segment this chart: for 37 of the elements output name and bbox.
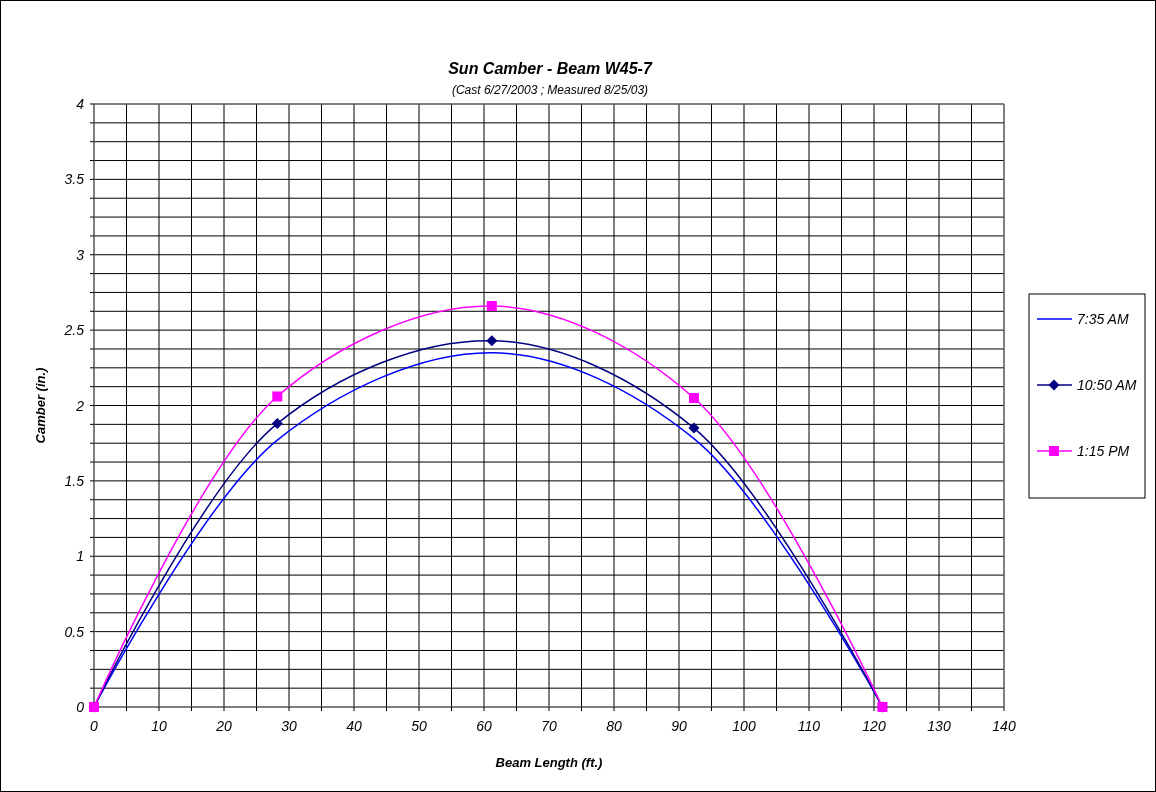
point: [271, 418, 283, 430]
point: [486, 335, 498, 347]
x-tick-label: 60: [476, 718, 492, 734]
x-tick-label: 100: [732, 718, 756, 734]
x-tick-label: 130: [927, 718, 951, 734]
point: [688, 422, 700, 434]
chart-subtitle: (Cast 6/27/2003 ; Measured 8/25/03): [451, 83, 649, 97]
y-tick-label: 4: [76, 96, 85, 112]
y-tick-label: 3: [76, 246, 85, 263]
x-tick-label: 40: [346, 718, 362, 734]
x-tick-label: 10: [151, 718, 167, 734]
y-tick-label: 2.5: [63, 322, 85, 339]
x-axis-title: Beam Length (ft.): [495, 755, 603, 770]
y-tick-label: 2: [75, 397, 85, 414]
y-axis-title: Camber (in.): [33, 367, 48, 444]
point: [272, 391, 283, 402]
x-tick-label: 20: [215, 718, 232, 734]
y-tick-label: 0.5: [64, 623, 85, 640]
x-tick-label: 70: [541, 718, 557, 734]
legend-label: 10:50 AM: [1077, 377, 1137, 393]
x-tick-label: 50: [411, 718, 427, 734]
chart-title: Sun Camber - Beam W45-7: [448, 60, 653, 77]
x-tick-label: 0: [90, 718, 99, 734]
x-tick-label: 140: [992, 718, 1016, 734]
legend-label: 7:35 AM: [1077, 311, 1129, 327]
x-tick-label: 110: [797, 718, 821, 734]
point: [486, 301, 497, 312]
y-tick-label: 3.5: [64, 171, 85, 188]
y-tick-label: 0: [76, 699, 85, 715]
y-tick-label: 1: [76, 548, 84, 565]
point: [688, 392, 699, 403]
legend-label: 1:15 PM: [1077, 443, 1130, 459]
x-tick-label: 90: [671, 718, 687, 734]
x-tick-label: 80: [606, 718, 622, 734]
y-tick-label: 1.5: [64, 472, 85, 489]
x-tick-label: 120: [862, 718, 886, 734]
x-tick-label: 30: [281, 718, 297, 734]
